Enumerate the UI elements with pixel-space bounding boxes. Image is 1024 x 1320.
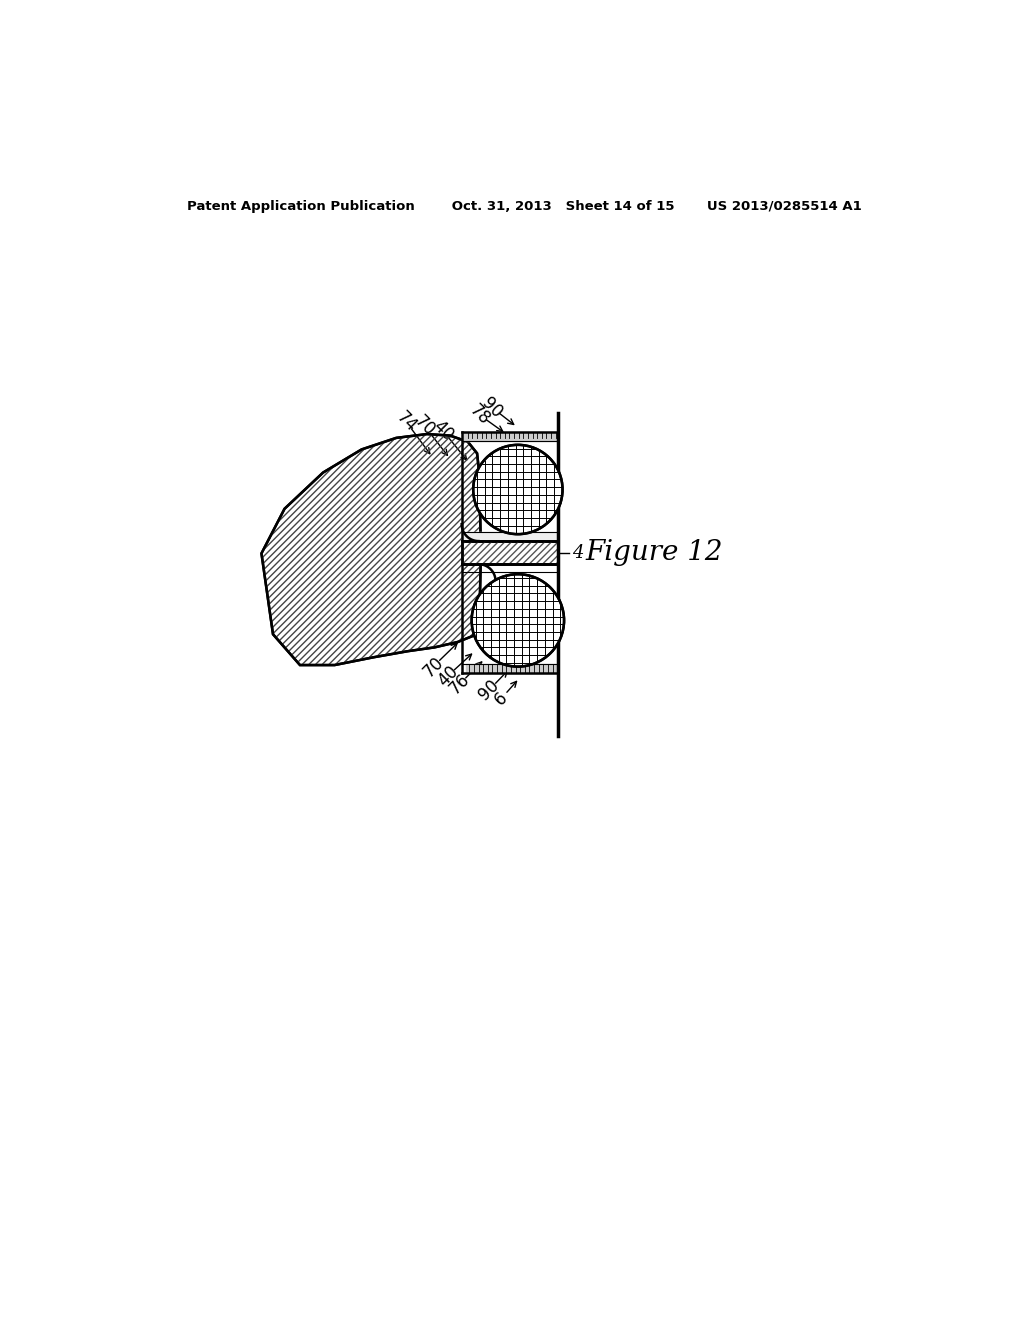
Text: 76: 76 [445,671,473,698]
Text: 90: 90 [478,395,506,421]
Text: 4: 4 [571,544,584,561]
Text: 78: 78 [466,401,494,429]
Text: 90: 90 [475,676,503,704]
Text: 6: 6 [490,689,511,709]
Polygon shape [462,541,558,564]
Text: 40: 40 [434,663,462,689]
Text: 40: 40 [429,417,457,445]
Text: 70: 70 [420,653,446,680]
Text: Figure 12: Figure 12 [586,539,723,566]
Circle shape [472,574,564,667]
Text: Patent Application Publication        Oct. 31, 2013   Sheet 14 of 15       US 20: Patent Application Publication Oct. 31, … [187,199,862,213]
Circle shape [473,445,562,535]
Text: 70: 70 [411,413,438,440]
Text: 74: 74 [392,408,420,436]
Polygon shape [261,434,481,665]
